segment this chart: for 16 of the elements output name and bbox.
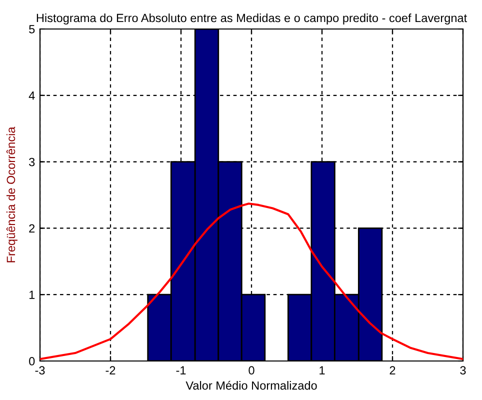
y-tick-label: 5 — [29, 25, 35, 34]
y-tick-label: 1 — [29, 290, 35, 299]
y-tick-label: 4 — [28, 92, 35, 100]
y-axis-title: Freqüência de Ocorrência — [6, 126, 18, 262]
x-tick-label: 0 — [248, 366, 254, 375]
x-tick-label: 1 — [320, 366, 325, 374]
x-tick-label: -3 — [35, 366, 45, 375]
x-tick-label: -1 — [176, 366, 186, 374]
x-tick-label: 2 — [390, 366, 396, 374]
chart-title: Histograma do Erro Absoluto entre as Medidas e o campo predito - coef Lavergnat — [36, 14, 467, 25]
x-axis-title: Valor Médio Normalizado — [186, 380, 317, 390]
y-tick-label: 0 — [29, 357, 35, 366]
x-tick-label: -2 — [106, 366, 116, 374]
x-tick-label: 3 — [460, 366, 466, 375]
y-tick-label: 3 — [29, 158, 35, 166]
y-tick-label: 2 — [29, 224, 35, 232]
